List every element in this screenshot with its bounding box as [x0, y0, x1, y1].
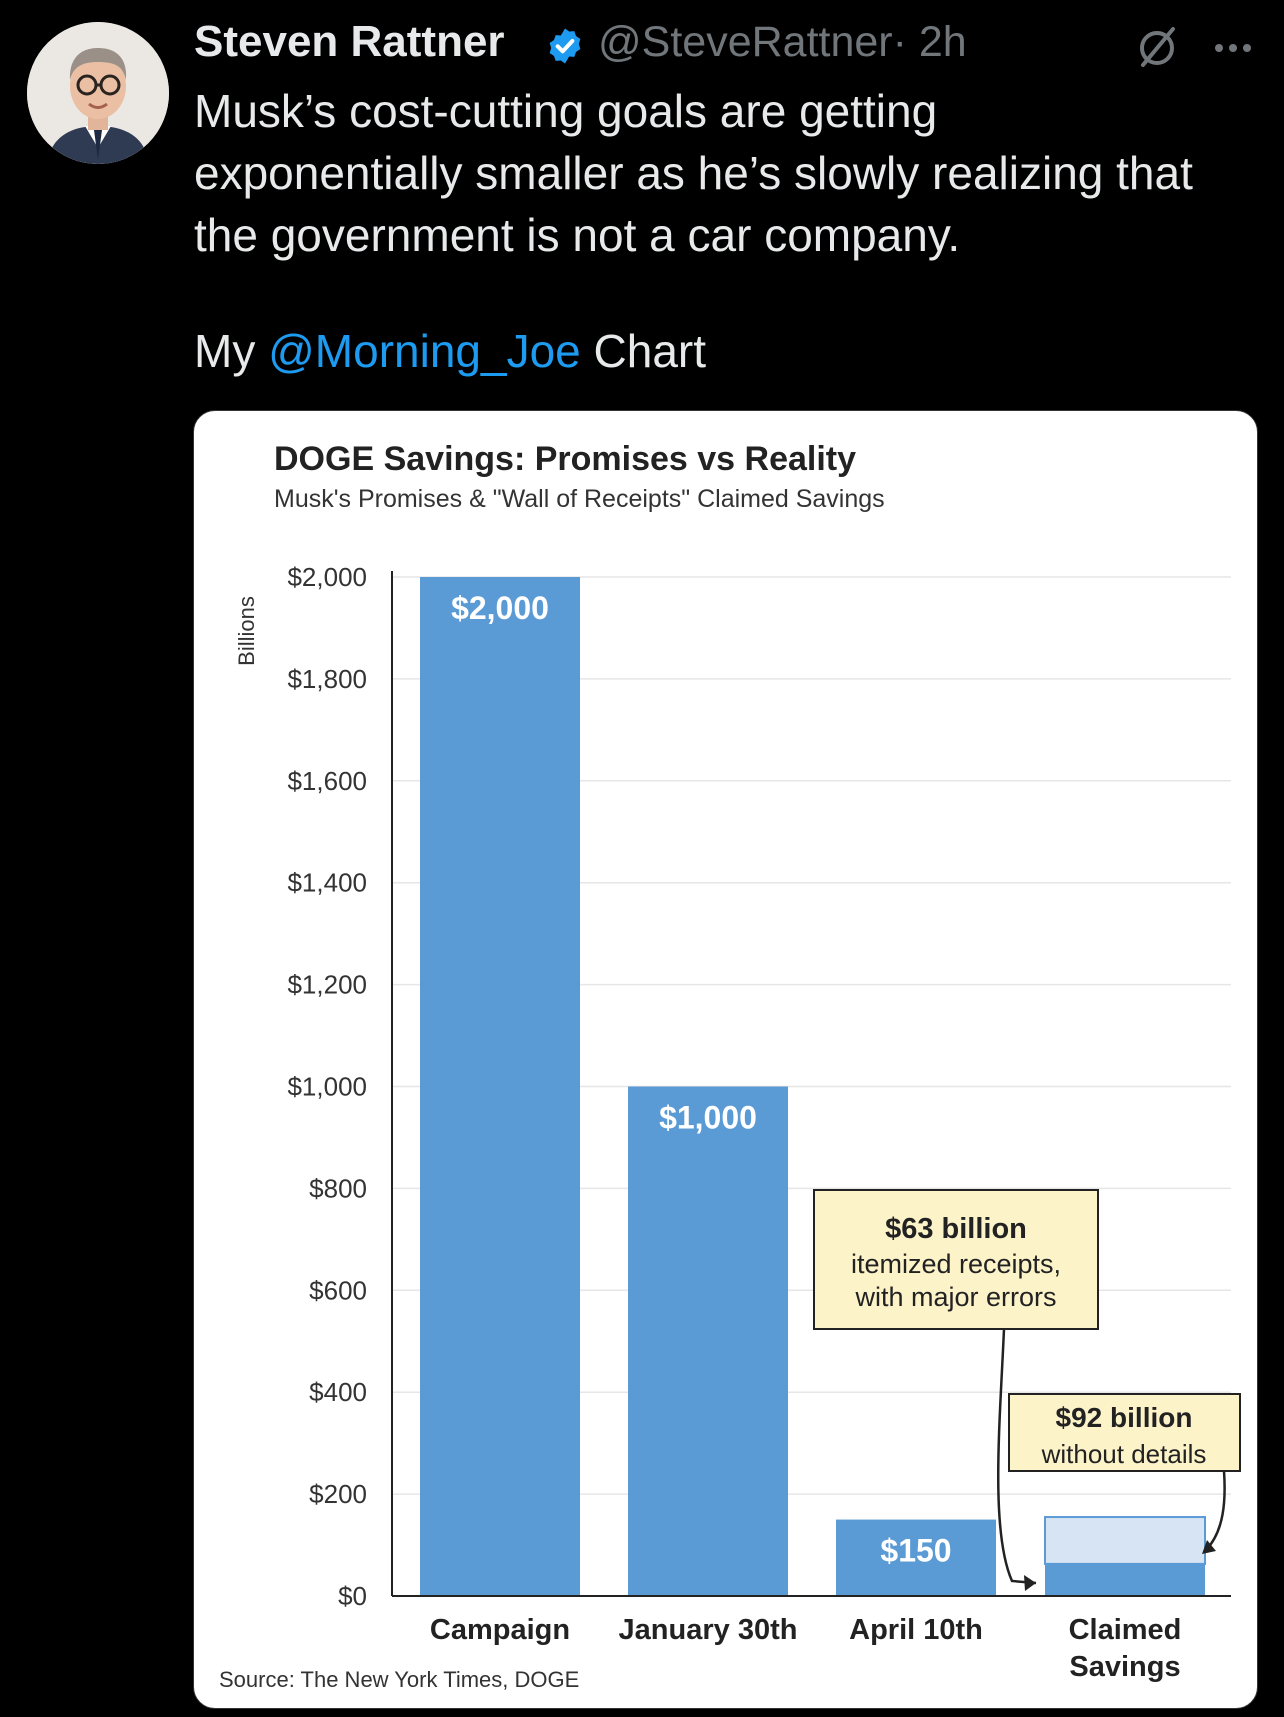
- annotation-text: with major errors: [854, 1282, 1056, 1312]
- chart-title: DOGE Savings: Promises vs Reality: [274, 440, 856, 478]
- annotation-arrow: [996, 1328, 1037, 1585]
- y-tick-label: $800: [309, 1173, 367, 1203]
- y-tick-label: $1,000: [287, 1072, 367, 1102]
- tweet-text-line: the government is not a car company.: [194, 209, 961, 261]
- annotation-text: without details: [1041, 1439, 1207, 1469]
- author-display-name[interactable]: Steven Rattner: [194, 17, 505, 66]
- y-tick-label: $0: [338, 1581, 367, 1611]
- annotation-arrowhead: [1024, 1575, 1036, 1591]
- person-avatar-icon: [27, 22, 169, 164]
- bar-value-label: $2,000: [451, 590, 549, 626]
- x-category-label: April 10th: [849, 1614, 983, 1646]
- y-tick-label: $1,400: [287, 868, 367, 898]
- tweet-text-line: exponentially smaller as he’s slowly rea…: [194, 147, 1193, 199]
- caption-prefix: My: [194, 325, 256, 377]
- mention-link[interactable]: @Morning_Joe: [268, 325, 581, 377]
- bar-segment: [1045, 1563, 1205, 1596]
- bar-value-label: $150: [880, 1533, 951, 1569]
- grok-icon[interactable]: [1134, 24, 1180, 70]
- bar: [420, 577, 580, 1596]
- y-tick-label: $400: [309, 1377, 367, 1407]
- y-tick-label: $2,000: [287, 562, 367, 592]
- annotation-arrowhead: [1202, 1540, 1216, 1554]
- bar-chart: DOGE Savings: Promises vs Reality Musk's …: [219, 440, 1241, 1692]
- chart-source: Source: The New York Times, DOGE: [219, 1667, 579, 1692]
- bar: [836, 1519, 996, 1596]
- tweet-header: Steven Rattner @SteveRattner· 2h: [194, 14, 1264, 74]
- bar-segment: [1044, 1516, 1206, 1565]
- chart-image-card[interactable]: DOGE Savings: Promises vs Reality Musk's …: [193, 410, 1258, 1709]
- annotation-arrow: [1205, 1470, 1226, 1551]
- verified-badge-icon[interactable]: [545, 26, 585, 66]
- x-category-label: January 30th: [619, 1614, 798, 1646]
- y-tick-label: $200: [309, 1479, 367, 1509]
- tweet-text: Musk’s cost-cutting goals are getting ex…: [194, 80, 1254, 382]
- author-handle-and-time[interactable]: @SteveRattner· 2h: [598, 18, 967, 67]
- author-handle[interactable]: @SteveRattner: [598, 18, 893, 66]
- tweet-text-line: Musk’s cost-cutting goals are getting: [194, 85, 938, 137]
- y-tick-label: $1,200: [287, 970, 367, 1000]
- annotation-bold-text: $92 billion: [1056, 1402, 1193, 1433]
- chart-caption-line: My @Morning_Joe Chart: [194, 320, 1254, 382]
- bar: [628, 1086, 788, 1596]
- y-tick-label: $1,800: [287, 664, 367, 694]
- y-tick-label: $600: [309, 1275, 367, 1305]
- bar-value-label: $1,000: [659, 1100, 757, 1136]
- annotation-box: [813, 1189, 1099, 1330]
- chart-subtitle: Musk's Promises & "Wall of Receipts" Cla…: [274, 485, 885, 513]
- y-tick-label: $1,600: [287, 766, 367, 796]
- x-category-label: Savings: [1069, 1651, 1180, 1683]
- author-avatar[interactable]: [27, 22, 169, 164]
- annotation-box: [1008, 1393, 1241, 1472]
- post-time[interactable]: · 2h: [892, 18, 967, 66]
- y-axis-label: Billions: [234, 596, 259, 666]
- annotation-text: itemized receipts,: [851, 1249, 1061, 1279]
- annotation-bold-text: $63 billion: [885, 1213, 1027, 1245]
- x-category-label: Claimed: [1069, 1614, 1182, 1646]
- x-category-label: Campaign: [430, 1614, 570, 1646]
- caption-suffix: Chart: [593, 325, 707, 377]
- more-options-icon[interactable]: [1209, 28, 1257, 68]
